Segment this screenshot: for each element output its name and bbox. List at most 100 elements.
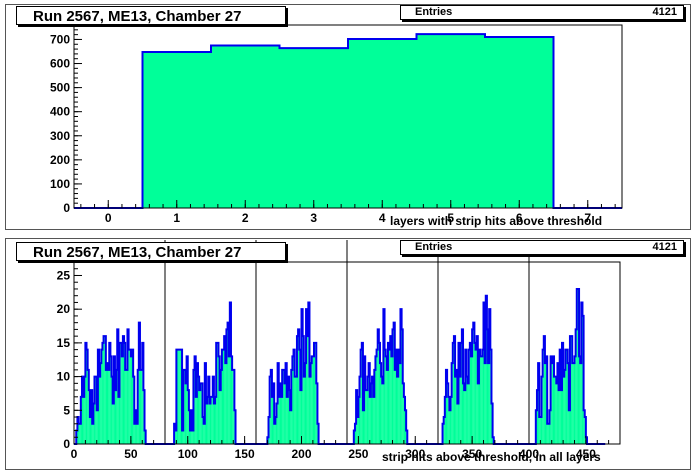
y-tick-label: 500 bbox=[50, 81, 70, 95]
histogram-bin bbox=[300, 390, 302, 444]
histogram-bin bbox=[381, 376, 383, 444]
histogram-bin bbox=[217, 342, 219, 444]
histogram-bin bbox=[461, 329, 464, 444]
histogram-bin bbox=[302, 336, 304, 444]
histogram-bin bbox=[202, 417, 204, 444]
histogram-bin bbox=[89, 417, 92, 444]
histogram-bin bbox=[376, 349, 378, 444]
histogram-bin bbox=[141, 369, 143, 444]
y-tick-label: 200 bbox=[50, 153, 70, 167]
histogram-bin bbox=[581, 302, 583, 444]
histogram-bin bbox=[211, 396, 213, 444]
histogram-bin bbox=[84, 376, 86, 444]
histogram-bin bbox=[392, 329, 394, 444]
histogram-bin bbox=[579, 356, 581, 444]
histogram-bin bbox=[362, 410, 365, 444]
histogram-bin bbox=[452, 342, 454, 444]
histogram-bin bbox=[92, 423, 94, 444]
histogram-bin bbox=[488, 363, 490, 444]
histogram-bin bbox=[387, 342, 390, 444]
histogram-bin bbox=[447, 383, 449, 444]
histogram-bin bbox=[555, 376, 557, 444]
histogram-bin bbox=[391, 356, 393, 444]
histogram-bin bbox=[311, 356, 313, 444]
histogram-bin bbox=[539, 417, 541, 444]
histogram-bin bbox=[218, 356, 220, 444]
histogram-bin bbox=[568, 410, 570, 444]
histogram-bin bbox=[81, 376, 84, 444]
x-tick-label: 150 bbox=[235, 447, 255, 461]
histogram-bin bbox=[227, 322, 229, 444]
histogram-bin bbox=[577, 288, 580, 444]
histogram-bin bbox=[142, 51, 211, 209]
histogram-bin bbox=[124, 342, 126, 444]
y-tick-label: 600 bbox=[50, 57, 70, 71]
histogram-bin bbox=[134, 423, 136, 444]
histogram-bin bbox=[572, 363, 574, 444]
histogram-bin bbox=[348, 38, 417, 208]
y-tick-label: 10 bbox=[57, 370, 71, 384]
histogram-bin bbox=[379, 363, 382, 444]
histogram-bin bbox=[394, 369, 396, 444]
histogram-bin bbox=[464, 390, 466, 444]
histogram-bin bbox=[224, 336, 226, 444]
x-tick-label: 6 bbox=[516, 211, 523, 225]
histogram-bin bbox=[459, 376, 461, 444]
histogram-bin bbox=[298, 329, 300, 444]
histogram-bin bbox=[486, 329, 489, 444]
histogram-bin bbox=[112, 403, 114, 444]
histogram-bin bbox=[274, 423, 276, 444]
histogram-bin bbox=[85, 342, 87, 444]
histogram-bin bbox=[310, 363, 312, 444]
x-tick-label: 250 bbox=[348, 447, 368, 461]
histogram-bin bbox=[122, 336, 125, 444]
histogram-bin bbox=[367, 376, 369, 444]
y-tick-label: 0 bbox=[63, 437, 70, 451]
histogram-bin bbox=[306, 309, 308, 444]
histogram-bin bbox=[221, 349, 224, 444]
x-tick-label: 4 bbox=[379, 211, 386, 225]
histogram-bin bbox=[548, 423, 550, 444]
x-tick-label: 2 bbox=[242, 211, 249, 225]
histogram-bin bbox=[368, 363, 370, 444]
histogram-bin bbox=[282, 369, 284, 444]
histogram-bin bbox=[208, 376, 210, 444]
histogram-bin bbox=[136, 423, 138, 444]
histogram-bin bbox=[83, 396, 85, 444]
histogram-bin bbox=[209, 403, 211, 444]
histogram-bin bbox=[294, 376, 296, 444]
histogram-bin bbox=[111, 376, 113, 444]
histogram-bin bbox=[354, 423, 357, 444]
histogram-bin bbox=[177, 349, 179, 444]
histogram-bin bbox=[78, 423, 80, 444]
histogram-bin bbox=[390, 336, 392, 444]
histogram-bin bbox=[573, 363, 575, 444]
histogram-bin bbox=[127, 329, 129, 444]
histogram-bin bbox=[99, 376, 101, 444]
histogram-bin bbox=[386, 369, 388, 444]
x-tick-label: 3 bbox=[310, 211, 317, 225]
histogram-bin bbox=[561, 342, 564, 444]
histogram-bin bbox=[359, 376, 361, 444]
histogram-bin bbox=[285, 363, 287, 444]
histogram-bin bbox=[477, 383, 479, 444]
histogram-bin bbox=[215, 396, 217, 444]
histogram-bin bbox=[295, 376, 297, 444]
histogram-bin bbox=[536, 390, 539, 444]
histogram-bin bbox=[108, 369, 110, 444]
histogram-bin bbox=[400, 309, 402, 444]
histogram-bin bbox=[186, 356, 188, 444]
histogram-bin bbox=[139, 369, 142, 444]
histogram-bin bbox=[101, 349, 103, 444]
chart-title-bottom: Run 2567, ME13, Chamber 27 bbox=[16, 242, 286, 261]
histogram-bin bbox=[185, 383, 187, 444]
histogram-bin bbox=[456, 369, 458, 444]
y-tick-label: 15 bbox=[57, 336, 71, 350]
histogram-bin bbox=[365, 390, 367, 444]
x-tick-label: 100 bbox=[178, 447, 198, 461]
histogram-bin bbox=[203, 423, 205, 444]
histogram-bin bbox=[544, 363, 547, 444]
histogram-bin bbox=[135, 410, 137, 444]
y-tick-label: 0 bbox=[63, 201, 70, 215]
